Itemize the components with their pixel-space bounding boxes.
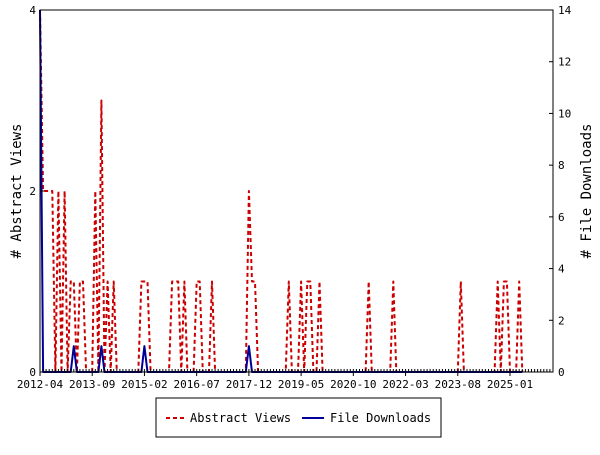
x-tick-label: 2012-04 (17, 378, 64, 391)
y-right-tick-label: 2 (558, 314, 565, 327)
legend-box (155, 397, 442, 438)
x-tick-label: 2019-05 (278, 378, 324, 391)
y-left-tick-label: 0 (29, 366, 36, 379)
x-tick-label: 2025-01 (487, 378, 533, 391)
y-right-tick-label: 8 (558, 159, 565, 172)
legend-label-file-downloads: File Downloads (330, 411, 431, 425)
x-tick-label: 2015-02 (121, 378, 167, 391)
y-right-tick-label: 4 (558, 263, 565, 276)
y-left-tick-label: 4 (29, 4, 36, 17)
y-left-axis-title: # Abstract Views (9, 124, 25, 259)
series-line-file-downloads (39, 9, 523, 373)
y-right-tick-label: 0 (558, 366, 565, 379)
x-tick-label: 2013-09 (69, 378, 115, 391)
y-right-tick-label: 14 (558, 4, 572, 17)
x-tick-label: 2017-12 (226, 378, 272, 391)
y-right-axis-title: # File Downloads (579, 124, 595, 259)
y-right-tick-label: 12 (558, 56, 571, 69)
x-tick-label: 2022-03 (382, 378, 428, 391)
series-line-abstract-views (39, 9, 524, 373)
x-tick-label: 2016-07 (173, 378, 219, 391)
y-left-tick-label: 2 (29, 185, 36, 198)
x-tick-label: 2023-08 (435, 378, 481, 391)
x-tick-label: 2020-10 (330, 378, 376, 391)
plot-frame (39, 9, 554, 373)
legend-label-abstract-views: Abstract Views (190, 411, 291, 425)
y-right-tick-label: 6 (558, 211, 565, 224)
legend: Abstract Views File Downloads (155, 397, 442, 438)
y-right-tick-label: 10 (558, 107, 571, 120)
